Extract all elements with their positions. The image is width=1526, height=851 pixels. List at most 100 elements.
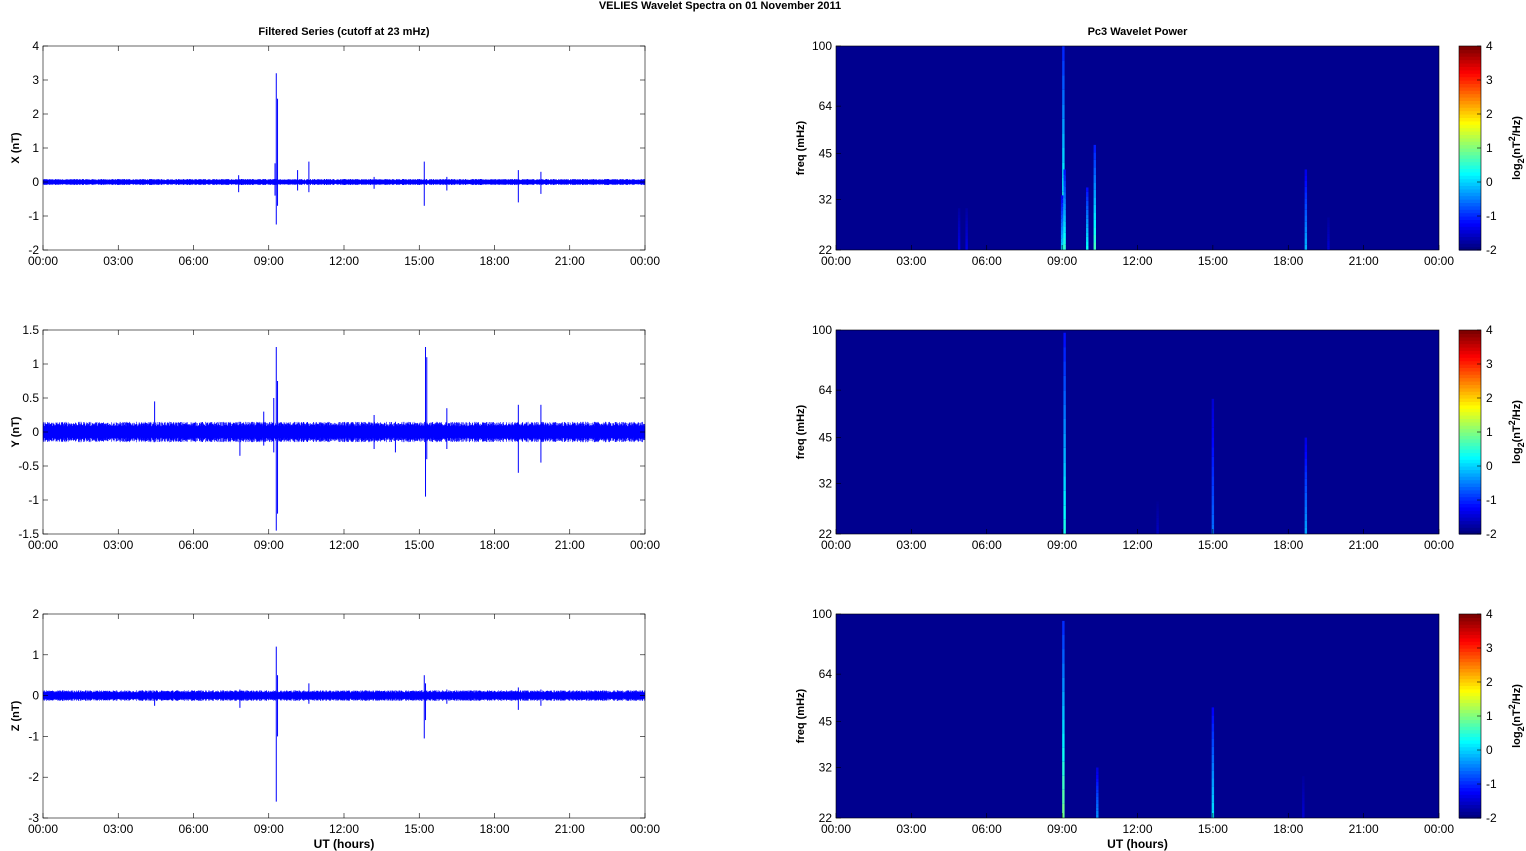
power-burst [965, 214, 968, 218]
power-burst [1063, 209, 1066, 216]
colorbar-swatch [1459, 523, 1481, 528]
colorbar-swatch [1459, 753, 1481, 758]
x-tick-label: 09:00 [1047, 254, 1077, 268]
colorbar-swatch [1459, 780, 1481, 785]
colorbar-tick-label: 3 [1486, 357, 1493, 371]
power-burst [1211, 447, 1215, 457]
colorbar-tick-label: 2 [1486, 391, 1493, 405]
x-tick-label: 00:00 [630, 254, 660, 268]
y-tick-label: 22 [819, 811, 833, 825]
colorbar-swatch [1459, 56, 1481, 61]
power-burst [1304, 198, 1308, 204]
power-burst [1302, 800, 1305, 804]
colorbar-swatch [1459, 182, 1481, 186]
power-burst [1060, 195, 1064, 200]
power-burst [1327, 238, 1330, 241]
colorbar-swatch [1459, 787, 1481, 792]
power-burst [1156, 527, 1159, 530]
power-burst [1156, 522, 1159, 525]
colorbar-swatch [1459, 733, 1481, 737]
power-burst [1063, 244, 1066, 250]
power-burst [1304, 209, 1308, 216]
power-burst [1062, 803, 1065, 818]
colorbar-swatch [1459, 401, 1481, 406]
power-burst [1096, 781, 1099, 786]
power-burst [1060, 203, 1064, 208]
y-tick-label: 0 [32, 689, 39, 703]
colorbar-swatch [1459, 517, 1481, 521]
colorbar-swatch [1459, 756, 1481, 761]
colorbar-swatch [1459, 469, 1481, 474]
trace-noise-band [42, 690, 646, 701]
power-burst [1327, 222, 1330, 225]
colorbar-swatch [1459, 743, 1481, 748]
colorbar-swatch [1459, 216, 1481, 220]
colorbar-swatch [1459, 716, 1481, 720]
colorbar-swatch [1459, 185, 1481, 190]
colorbar-swatch [1459, 770, 1481, 775]
power-burst [1304, 215, 1308, 222]
power-burst [1060, 210, 1064, 215]
x-tick-label: 18:00 [479, 538, 509, 552]
power-burst [1211, 794, 1215, 803]
power-burst [1093, 182, 1096, 190]
y-tick-label: 64 [819, 383, 833, 397]
x-tick-label: 15:00 [404, 822, 434, 836]
colorbar-swatch [1459, 678, 1481, 683]
power-burst [1093, 152, 1096, 160]
colorbar-swatch [1459, 418, 1481, 423]
power-burst [1211, 738, 1215, 747]
power-burst [965, 226, 968, 230]
colorbar-swatch [1459, 158, 1481, 163]
power-burst [957, 220, 961, 224]
power-burst [1093, 234, 1096, 243]
colorbar-swatch [1459, 360, 1481, 365]
power-burst [1062, 649, 1065, 664]
x-tick-label: 18:00 [1273, 822, 1303, 836]
power-burst [965, 244, 968, 248]
power-burst [1304, 221, 1308, 227]
power-burst [1211, 731, 1215, 739]
power-burst [1062, 191, 1065, 207]
power-burst [1302, 779, 1305, 783]
power-burst [1327, 224, 1330, 227]
colorbar-swatch [1459, 205, 1481, 210]
colorbar-label: log2(nT2/Hz) [1507, 400, 1526, 464]
colorbar-swatch [1459, 750, 1481, 754]
power-burst [1096, 789, 1099, 793]
power-burst [1304, 180, 1308, 187]
x-tick-label: 06:00 [178, 254, 208, 268]
power-burst [1062, 104, 1065, 119]
colorbar-swatch [1459, 209, 1481, 214]
colorbar-swatch [1459, 432, 1481, 436]
power-burst [1062, 46, 1065, 61]
power-burst [1304, 192, 1308, 199]
power-burst [1302, 785, 1305, 789]
x-tick-label: 12:00 [1122, 254, 1152, 268]
y-axis-label: Z (nT) [10, 700, 22, 731]
colorbar-swatch [1459, 59, 1481, 64]
colorbar-swatch [1459, 336, 1481, 341]
colorbar-swatch [1459, 811, 1481, 816]
power-burst [1062, 118, 1065, 134]
trace-noise-band [42, 178, 646, 186]
power-burst [965, 217, 968, 221]
power-burst [1156, 529, 1159, 532]
colorbar-swatch [1459, 141, 1481, 146]
y-tick-label: 100 [812, 39, 832, 53]
colorbar-swatch [1459, 212, 1481, 217]
power-burst [1156, 501, 1159, 504]
colorbar-swatch [1459, 137, 1481, 142]
power-burst [1304, 527, 1308, 534]
colorbar-swatch [1459, 513, 1481, 518]
power-burst [1063, 332, 1066, 348]
power-burst [1062, 133, 1065, 148]
colorbar-tick-label: 4 [1486, 607, 1493, 621]
power-burst [1304, 520, 1308, 528]
power-burst [1327, 247, 1330, 250]
colorbar-swatch [1459, 114, 1481, 118]
power-burst [1063, 232, 1066, 239]
colorbar-swatch [1459, 73, 1481, 78]
y-tick-label: 32 [819, 761, 833, 775]
power-burst [1063, 203, 1066, 210]
